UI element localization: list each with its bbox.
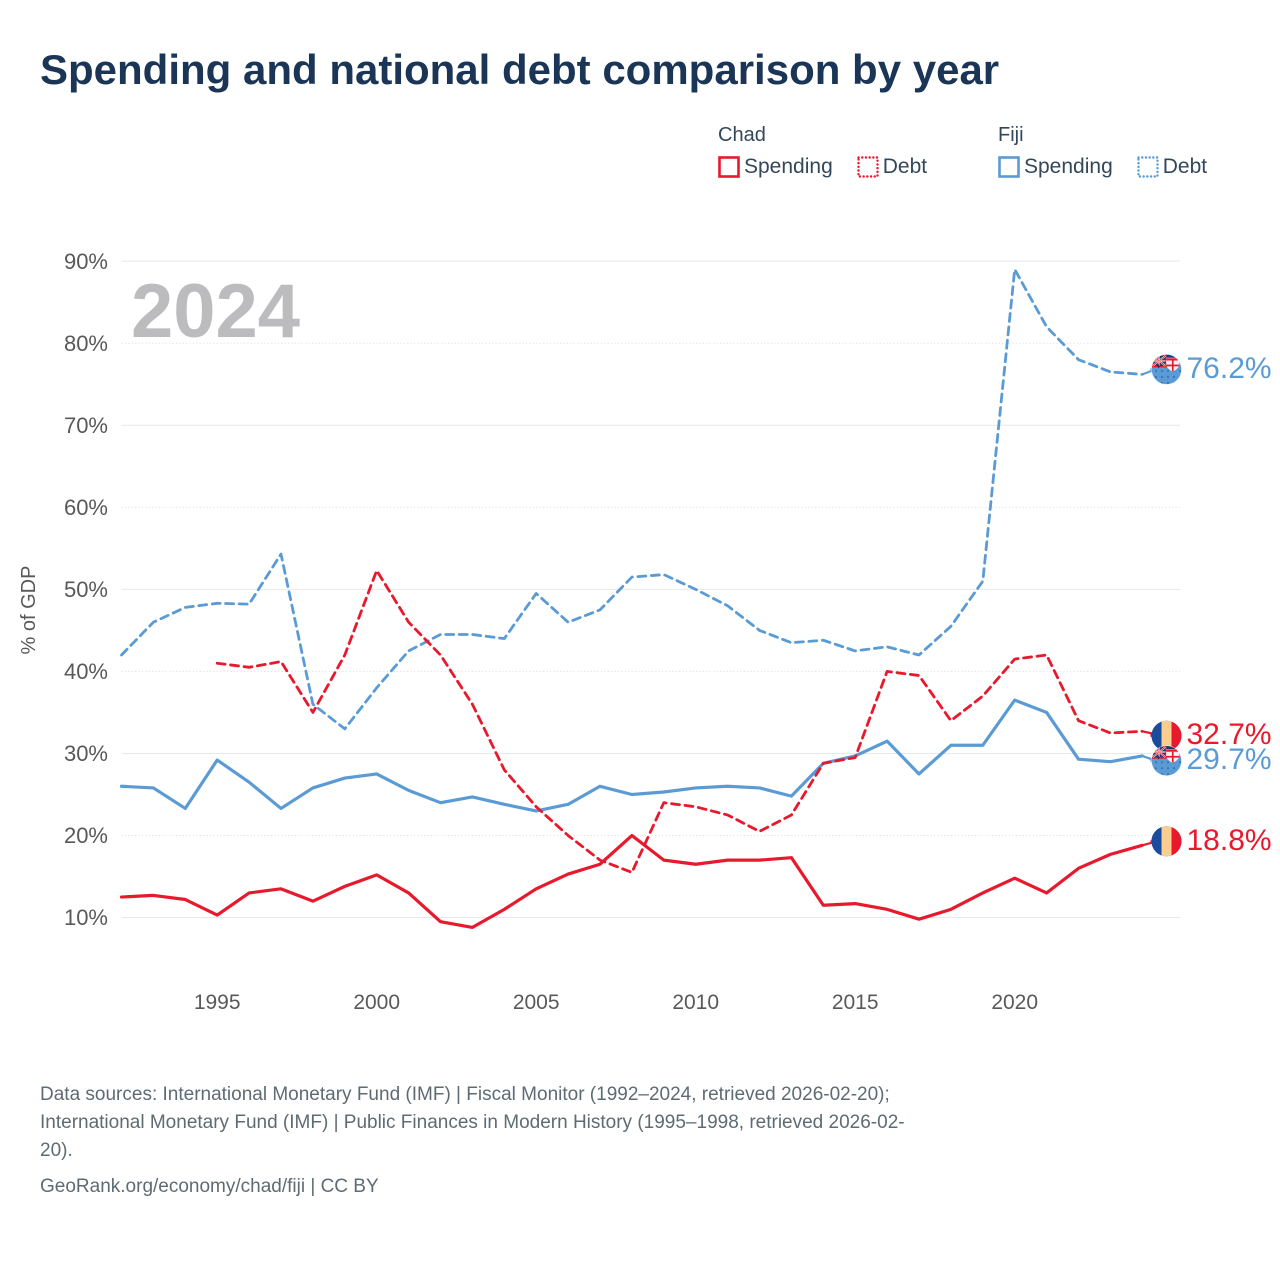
- svg-text:2015: 2015: [832, 991, 879, 1014]
- svg-text:18.8%: 18.8%: [1187, 824, 1272, 857]
- svg-text:40%: 40%: [64, 659, 108, 684]
- svg-text:30%: 30%: [64, 741, 108, 766]
- svg-text:2000: 2000: [353, 991, 400, 1014]
- svg-text:50%: 50%: [64, 577, 108, 602]
- svg-text:80%: 80%: [64, 331, 108, 356]
- svg-text:60%: 60%: [64, 495, 108, 520]
- svg-text:29.7%: 29.7%: [1187, 743, 1272, 776]
- svg-text:10%: 10%: [64, 905, 108, 930]
- svg-text:20%: 20%: [64, 823, 108, 848]
- svg-text:% of GDP: % of GDP: [18, 566, 40, 655]
- svg-text:2024: 2024: [131, 269, 300, 354]
- svg-text:90%: 90%: [64, 249, 108, 274]
- svg-text:2020: 2020: [991, 991, 1038, 1014]
- svg-text:2010: 2010: [672, 991, 719, 1014]
- svg-text:2005: 2005: [513, 991, 560, 1014]
- svg-text:76.2%: 76.2%: [1187, 352, 1272, 385]
- svg-text:1995: 1995: [194, 991, 241, 1014]
- svg-text:70%: 70%: [64, 413, 108, 438]
